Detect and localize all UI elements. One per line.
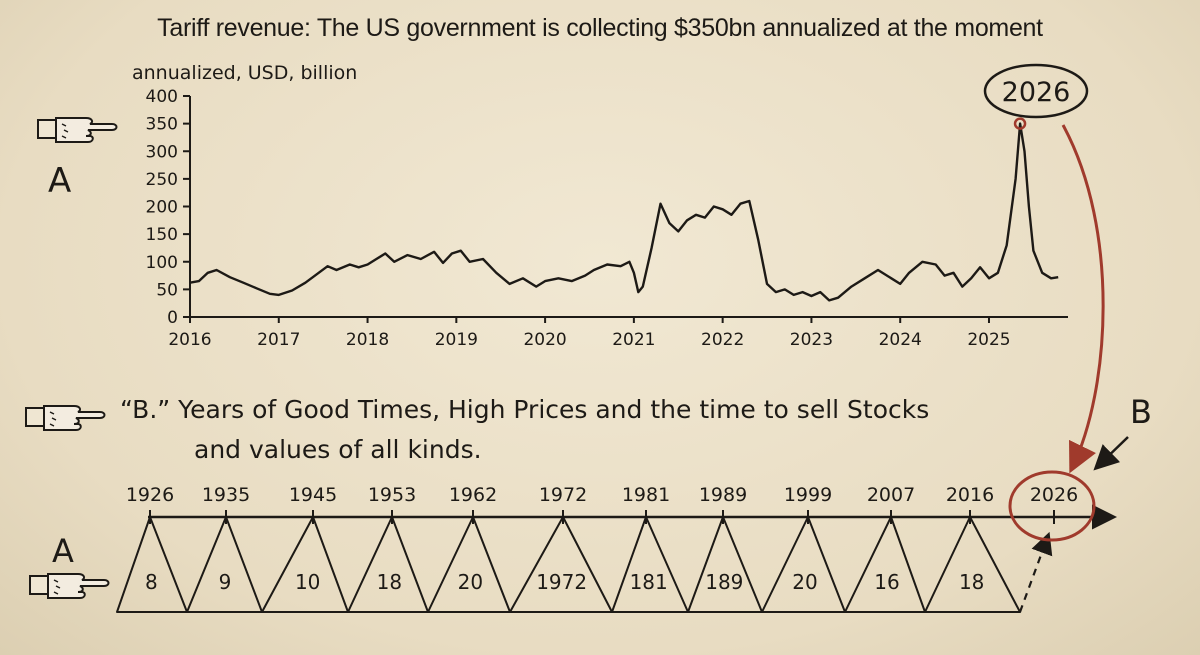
timeline-year-label: 1953 [368, 484, 416, 506]
x-ticks: 2016 2017 2018 2019 2020 2021 2022 2023 2024 2025 [168, 317, 1011, 350]
x-tick-label: 2025 [967, 330, 1010, 350]
triangle-label: 20 [458, 570, 483, 594]
timeline-year-label: 2007 [867, 484, 915, 506]
badge-2026-outline [983, 63, 1089, 119]
tariff-series-line [189, 122, 1059, 302]
y-tick-label: 350 [146, 115, 178, 135]
cycle-triangle [347, 516, 429, 613]
cycle-triangle [186, 516, 263, 613]
y-tick-label: 200 [146, 198, 178, 218]
timeline-year-label: 1962 [449, 484, 497, 506]
peak-marker [1013, 117, 1027, 130]
b-note-line-2: and values of all kinds. [194, 435, 482, 464]
x-tick-label: 2016 [168, 330, 211, 350]
triangle-label: 20 [792, 570, 817, 594]
cycle-triangle [761, 516, 846, 613]
triangle-label: 1972 [536, 570, 587, 594]
b-note-line-1: “B.” Years of Good Times, High Prices an… [120, 395, 930, 424]
timeline-year-label: 2026 [1030, 484, 1078, 506]
x-tick-label: 2024 [879, 330, 922, 350]
timeline-year-label: 1999 [784, 484, 832, 506]
y-tick-label: 50 [156, 280, 178, 300]
timeline-year-label: 1935 [202, 484, 250, 506]
y-tick-label: 150 [146, 225, 178, 245]
marker-b-arrow [1093, 436, 1129, 471]
triangle-label: 10 [295, 570, 320, 594]
triangle-label: 18 [959, 570, 984, 594]
cycle-triangle [427, 516, 511, 613]
triangle-label: 181 [630, 570, 668, 594]
highlight-2026-circle [1008, 470, 1096, 542]
x-tick-label: 2023 [790, 330, 833, 350]
x-tick-label: 2017 [257, 330, 300, 350]
badge-2026: 2026 [1002, 77, 1071, 108]
y-tick-label: 100 [146, 253, 178, 273]
triangle-label: 18 [377, 570, 402, 594]
timeline-year-label: 1972 [539, 484, 587, 506]
triangle-label: 189 [705, 570, 743, 594]
y-tick-label: 250 [146, 170, 178, 190]
marker-a-bottom: A [52, 532, 74, 570]
x-tick-label: 2019 [435, 330, 478, 350]
dashed-arrow-2026 [1018, 531, 1053, 613]
timeline-year-label: 1981 [622, 484, 670, 506]
cycle-triangle [261, 516, 349, 613]
cycle-triangle [509, 516, 613, 613]
x-tick-label: 2018 [346, 330, 389, 350]
timeline-year-label: 1926 [126, 484, 174, 506]
marker-a-top: A [48, 161, 71, 201]
cycle-triangle [687, 516, 763, 613]
y-tick-label: 300 [146, 142, 178, 162]
marker-b: B [1130, 393, 1152, 431]
red-connector-arrow [1061, 124, 1105, 474]
x-tick-label: 2021 [612, 330, 655, 350]
y-tick-label: 400 [146, 87, 178, 107]
pointing-hand-icon [29, 573, 110, 599]
triangle-label: 16 [874, 570, 899, 594]
y-axis-label: annualized, USD, billion [132, 62, 357, 84]
y-tick-label: 0 [167, 308, 178, 328]
triangle-label: 9 [219, 570, 232, 594]
pointing-hand-icon [37, 117, 118, 143]
cycle-triangle [611, 516, 689, 613]
cycle-triangle [116, 516, 188, 613]
pointing-hand-icon [25, 405, 106, 431]
timeline-ticks: 1926 1935 1945 1953 1962 1972 1981 1989 1999 2007… [126, 484, 1078, 524]
page-title: Tariff revenue: The US government is col… [157, 14, 1043, 42]
x-tick-label: 2020 [523, 330, 566, 350]
timeline-year-label: 1989 [699, 484, 747, 506]
y-ticks: 0 50 100 150 200 250 300 350 400 [146, 87, 190, 328]
x-tick-label: 2022 [701, 330, 744, 350]
timeline-year-label: 2016 [946, 484, 994, 506]
cycle-triangle [924, 516, 1021, 613]
cycle-triangle [844, 516, 926, 613]
cycle-triangles: 8 9 10 18 20 1972 181 189 20 16 18 [116, 516, 1021, 613]
b-note: “B.” Years of Good Times, High Prices an… [120, 390, 929, 470]
triangle-label: 8 [145, 570, 158, 594]
timeline-year-label: 1945 [289, 484, 337, 506]
